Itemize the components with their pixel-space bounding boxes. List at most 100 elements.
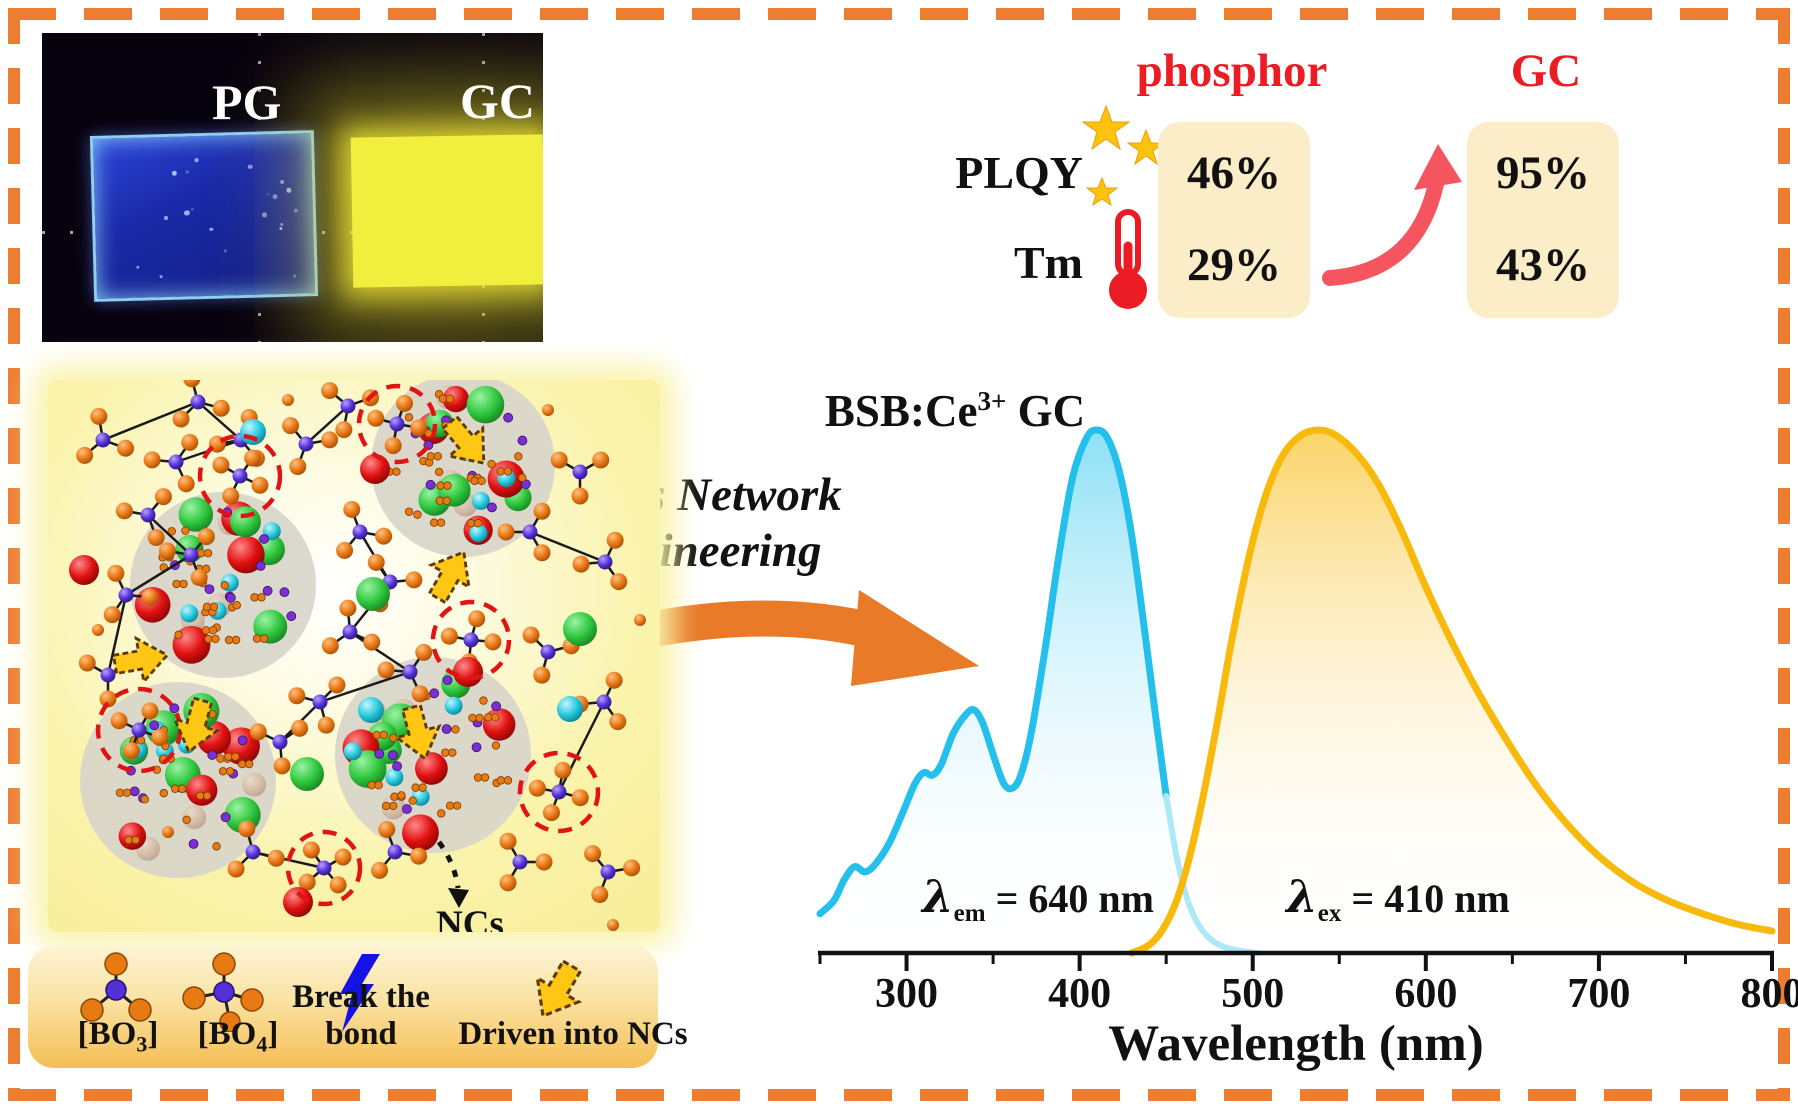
phosphor-plqy-value: 46% [1187,147,1281,199]
glass-speckle [136,265,140,270]
gc-label: GC [460,73,535,129]
driven-into-ncs-arrow-icon [427,550,471,605]
annotation-em: λem = 640 nm [922,870,1154,927]
glass-speckle [186,170,189,174]
modifier-ion-red [283,887,313,917]
series-fill [1131,430,1772,953]
driven-into-ncs-arrow-icon [393,703,442,761]
bo4-unit-icon [182,952,264,1032]
modifier-ion-red [69,555,99,585]
spectra-chart: 300 400 500 600 700 800 BSB:Ce3+ GC λem = 640… [760,355,1798,1109]
lone-oxygen [542,404,554,416]
bo3-unit [584,845,641,904]
bo3-unit [377,643,433,703]
yellow-arrow-icon [535,959,583,1019]
stats-col1-header: phosphor [1136,45,1328,97]
gc-tm-value: 43% [1496,239,1590,291]
legend-break-bond-label: Break the bond [292,979,430,1053]
improvement-arrow-icon [1322,144,1462,286]
bo3-unit [572,531,628,591]
chart-title: BSB:Ce3+ GC [824,386,1086,436]
ncs-pointer [436,840,469,908]
frame-top [8,8,1790,20]
bo3-unit-icon [80,952,152,1022]
highlight-dashed-circle [430,599,512,681]
glass-speckle [248,164,253,170]
modifier-ion-cyan [557,696,583,722]
glass-speckle [267,193,270,196]
excitation-curve-tail [1163,793,1261,956]
bo3-unit [336,500,393,559]
frame-bottom [8,1089,1790,1101]
gc-glass-sample [350,134,543,288]
glass-speckle [223,249,227,253]
glass-network-diagram: NCs [48,370,660,945]
bo3-unit [321,382,380,439]
modifier-ion-green [290,757,324,791]
glass-speckle [171,170,178,177]
gc-values-box [1467,122,1619,318]
lone-oxygen [282,394,294,406]
excitation-curve [816,426,1170,918]
phosphor-tm-value: 29% [1187,239,1281,291]
stats-col2-header: GC [1510,45,1582,97]
lone-oxygen [607,919,619,931]
phosphor-values-box [1158,122,1310,318]
stats-row2-label: Tm [1014,237,1083,288]
bo3-unit [158,528,215,587]
glass-speckle [164,216,168,220]
x-axis [818,950,1774,971]
emission-curve [1128,426,1776,957]
modifier-ion-red [453,657,483,687]
nc-cluster [130,492,316,678]
annotation-ex: λex = 410 nm [1286,870,1510,927]
bo4-unit [298,841,352,894]
bo3-unit [76,407,135,464]
legend-driven-ncs-label: Driven into NCs [458,1016,688,1053]
glass-speckle [262,212,268,218]
nc-cluster [371,373,555,557]
bo3-unit [321,599,381,655]
bo3-unit [227,820,285,878]
glass-speckle [159,275,163,279]
glass-speckle [278,226,282,230]
x-tick-label: 500 [1221,971,1284,1017]
bo3-unit [288,676,346,734]
pg-label: PG [212,74,282,130]
modifier-ion-green [356,577,390,611]
uv-photo-panel: PG GC [42,33,543,342]
glass-speckle [280,179,285,185]
spectra-svg: 300 400 500 600 700 800 [816,426,1798,1017]
bo3-unit [282,417,339,476]
bo3-unit [115,488,172,547]
glass-speckle [293,274,296,278]
highlight-dashed-circle [356,383,438,465]
glass-speckle [184,210,190,216]
thermometer-icon [1109,209,1147,309]
bo3-unit [103,564,159,624]
bo3-unit [550,451,610,505]
frame-right [1778,8,1790,1101]
nc-cluster [80,682,276,878]
bo3-unit [371,820,428,879]
glass-speckle [280,223,284,227]
gc-plqy-value: 95% [1496,147,1590,199]
modifier-ion-green [563,612,597,646]
pg-glass-sample [89,130,319,302]
bo3-unit [249,719,309,775]
x-tick-label: 400 [1048,971,1111,1017]
diagram-legend: [BO3] [BO4] Break the bond Driven into N… [28,946,688,1068]
modifier-ion-red [360,454,390,484]
lone-oxygen [92,624,104,636]
x-axis-label: Wavelength (nm) [1108,1016,1484,1072]
legend-bo4-label: [BO4] [197,1016,279,1057]
bo3-unit [497,502,551,562]
bo4-unit [528,761,589,822]
frame-left [8,8,20,1101]
x-tick-label: 700 [1567,971,1630,1017]
bo3-unit [499,832,553,892]
driven-into-ncs-arrow-icon [440,414,486,465]
x-tick-label: 300 [875,971,938,1017]
lone-oxygen [162,826,174,838]
lone-oxygen [634,614,646,626]
